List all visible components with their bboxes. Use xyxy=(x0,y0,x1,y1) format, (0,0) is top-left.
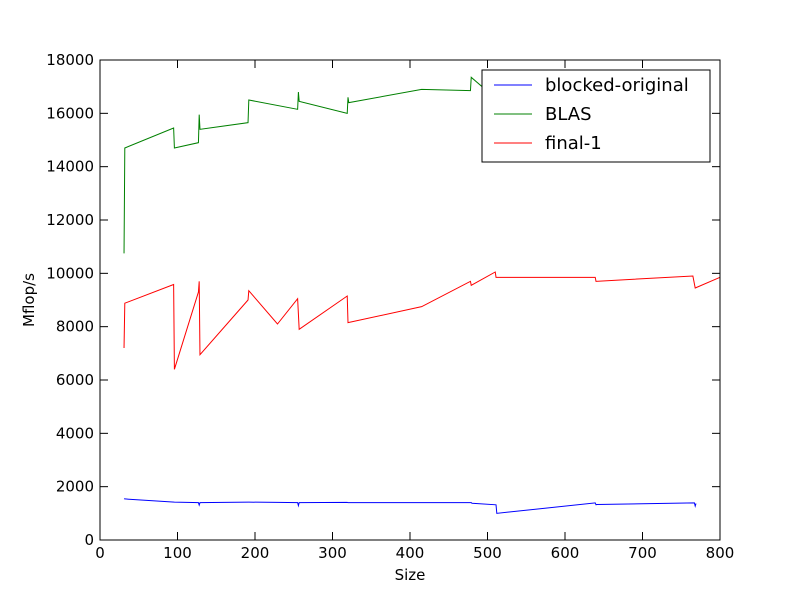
legend-label-blas: BLAS xyxy=(545,104,592,125)
series-line-blocked-original xyxy=(123,498,697,514)
x-tick-label: 500 xyxy=(473,544,502,562)
x-tick-label: 600 xyxy=(551,544,580,562)
x-tick-label: 700 xyxy=(628,544,657,562)
tick-layer: 0 100 200 300 400 500 600 700 800020004000600080… xyxy=(46,51,734,562)
y-tick-label: 10000 xyxy=(46,264,94,282)
plot-frame xyxy=(99,59,721,541)
legend: blocked-original BLAS final-1 xyxy=(481,69,711,163)
y-tick-label: 4000 xyxy=(56,424,94,442)
x-tick-label: 300 xyxy=(318,544,347,562)
y-axis-label: Mflop/s xyxy=(20,273,38,327)
x-tick-label: 200 xyxy=(241,544,270,562)
legend-label-final-1: final-1 xyxy=(545,133,602,154)
y-tick-label: 6000 xyxy=(56,371,94,389)
legend-label-blocked-original: blocked-original xyxy=(545,75,689,96)
y-tick-label: 12000 xyxy=(46,211,94,229)
series-line-final-1 xyxy=(123,271,721,370)
y-tick-label: 18000 xyxy=(46,51,94,69)
y-tick-label: 14000 xyxy=(46,158,94,176)
y-tick-label: 8000 xyxy=(56,318,94,336)
y-tick-label: 0 xyxy=(84,531,94,549)
x-tick-label: 100 xyxy=(163,544,192,562)
series-line-blas xyxy=(123,76,497,254)
y-tick-label: 2000 xyxy=(56,478,94,496)
x-tick-label: 0 xyxy=(95,544,105,562)
y-tick-label: 16000 xyxy=(46,104,94,122)
x-tick-label: 400 xyxy=(396,544,425,562)
series-layer xyxy=(123,76,721,514)
x-tick-label: 800 xyxy=(706,544,735,562)
x-axis-label: Size xyxy=(395,566,426,584)
